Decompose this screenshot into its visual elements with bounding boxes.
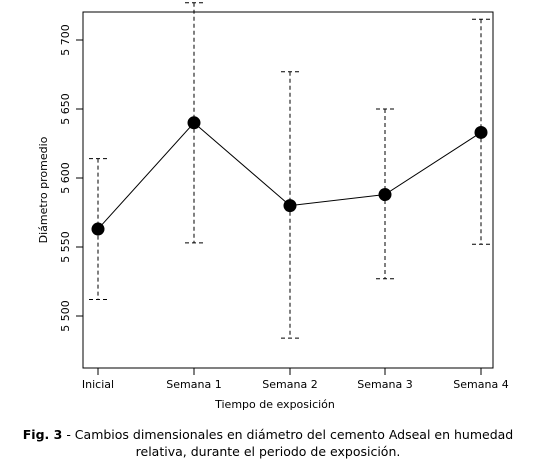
y-axis: 5 500 5 550 5 600 5 650 5 700 [59,24,83,332]
figure-caption-text: - Cambios dimensionales en diámetro del … [62,427,514,459]
x-tick-label: Semana 2 [262,378,317,391]
x-axis-label: Tiempo de exposición [214,398,335,411]
y-tick-label: 5 550 [59,231,72,263]
data-points [91,116,488,236]
y-tick-label: 5 600 [59,162,72,194]
y-tick-label: 5 650 [59,93,72,125]
data-point [474,125,488,139]
x-axis: Inicial Semana 1 Semana 2 Semana 3 Semana 4 [82,368,509,391]
data-point [378,188,392,202]
x-tick-label: Semana 3 [357,378,412,391]
figure-caption-label: Fig. 3 [22,427,63,442]
plot-frame [82,11,494,369]
figure-caption: Fig. 3 - Cambios dimensionales en diámet… [0,426,536,460]
y-tick-label: 5 500 [59,300,72,332]
data-point [187,116,201,130]
data-point [283,199,297,213]
x-tick-label: Inicial [82,378,114,391]
y-axis-label: Diámetro promedio [37,136,50,243]
y-tick-label: 5 700 [59,24,72,56]
x-tick-label: Semana 4 [453,378,508,391]
error-bars [89,2,490,339]
data-point [91,222,105,236]
chart: 5 500 5 550 5 600 5 650 5 700 Inicial Semana … [37,2,509,411]
x-tick-label: Semana 1 [166,378,221,391]
